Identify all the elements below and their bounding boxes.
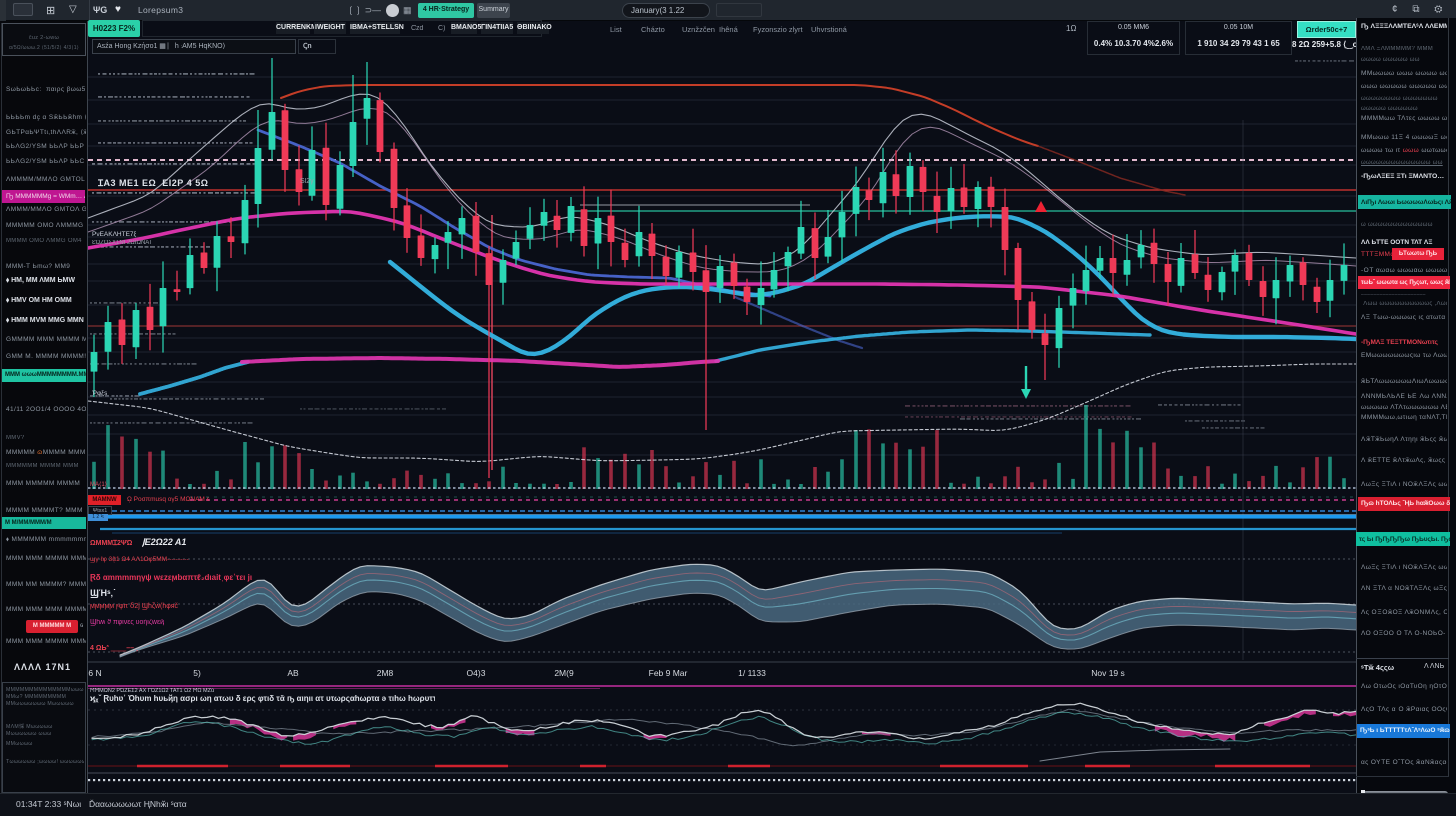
svg-text:6 N: 6 N	[88, 668, 101, 678]
svg-text:Nov 19 s: Nov 19 s	[1091, 668, 1125, 678]
svg-text:Feb 9 Mar: Feb 9 Mar	[649, 668, 688, 678]
svg-text:2M(9: 2M(9	[554, 668, 574, 678]
svg-text:O4)3: O4)3	[467, 668, 486, 678]
svg-text:2M8: 2M8	[377, 668, 394, 678]
svg-text:1/ 1133: 1/ 1133	[738, 668, 766, 678]
svg-text:AB: AB	[287, 668, 299, 678]
svg-text:5): 5)	[193, 668, 201, 678]
